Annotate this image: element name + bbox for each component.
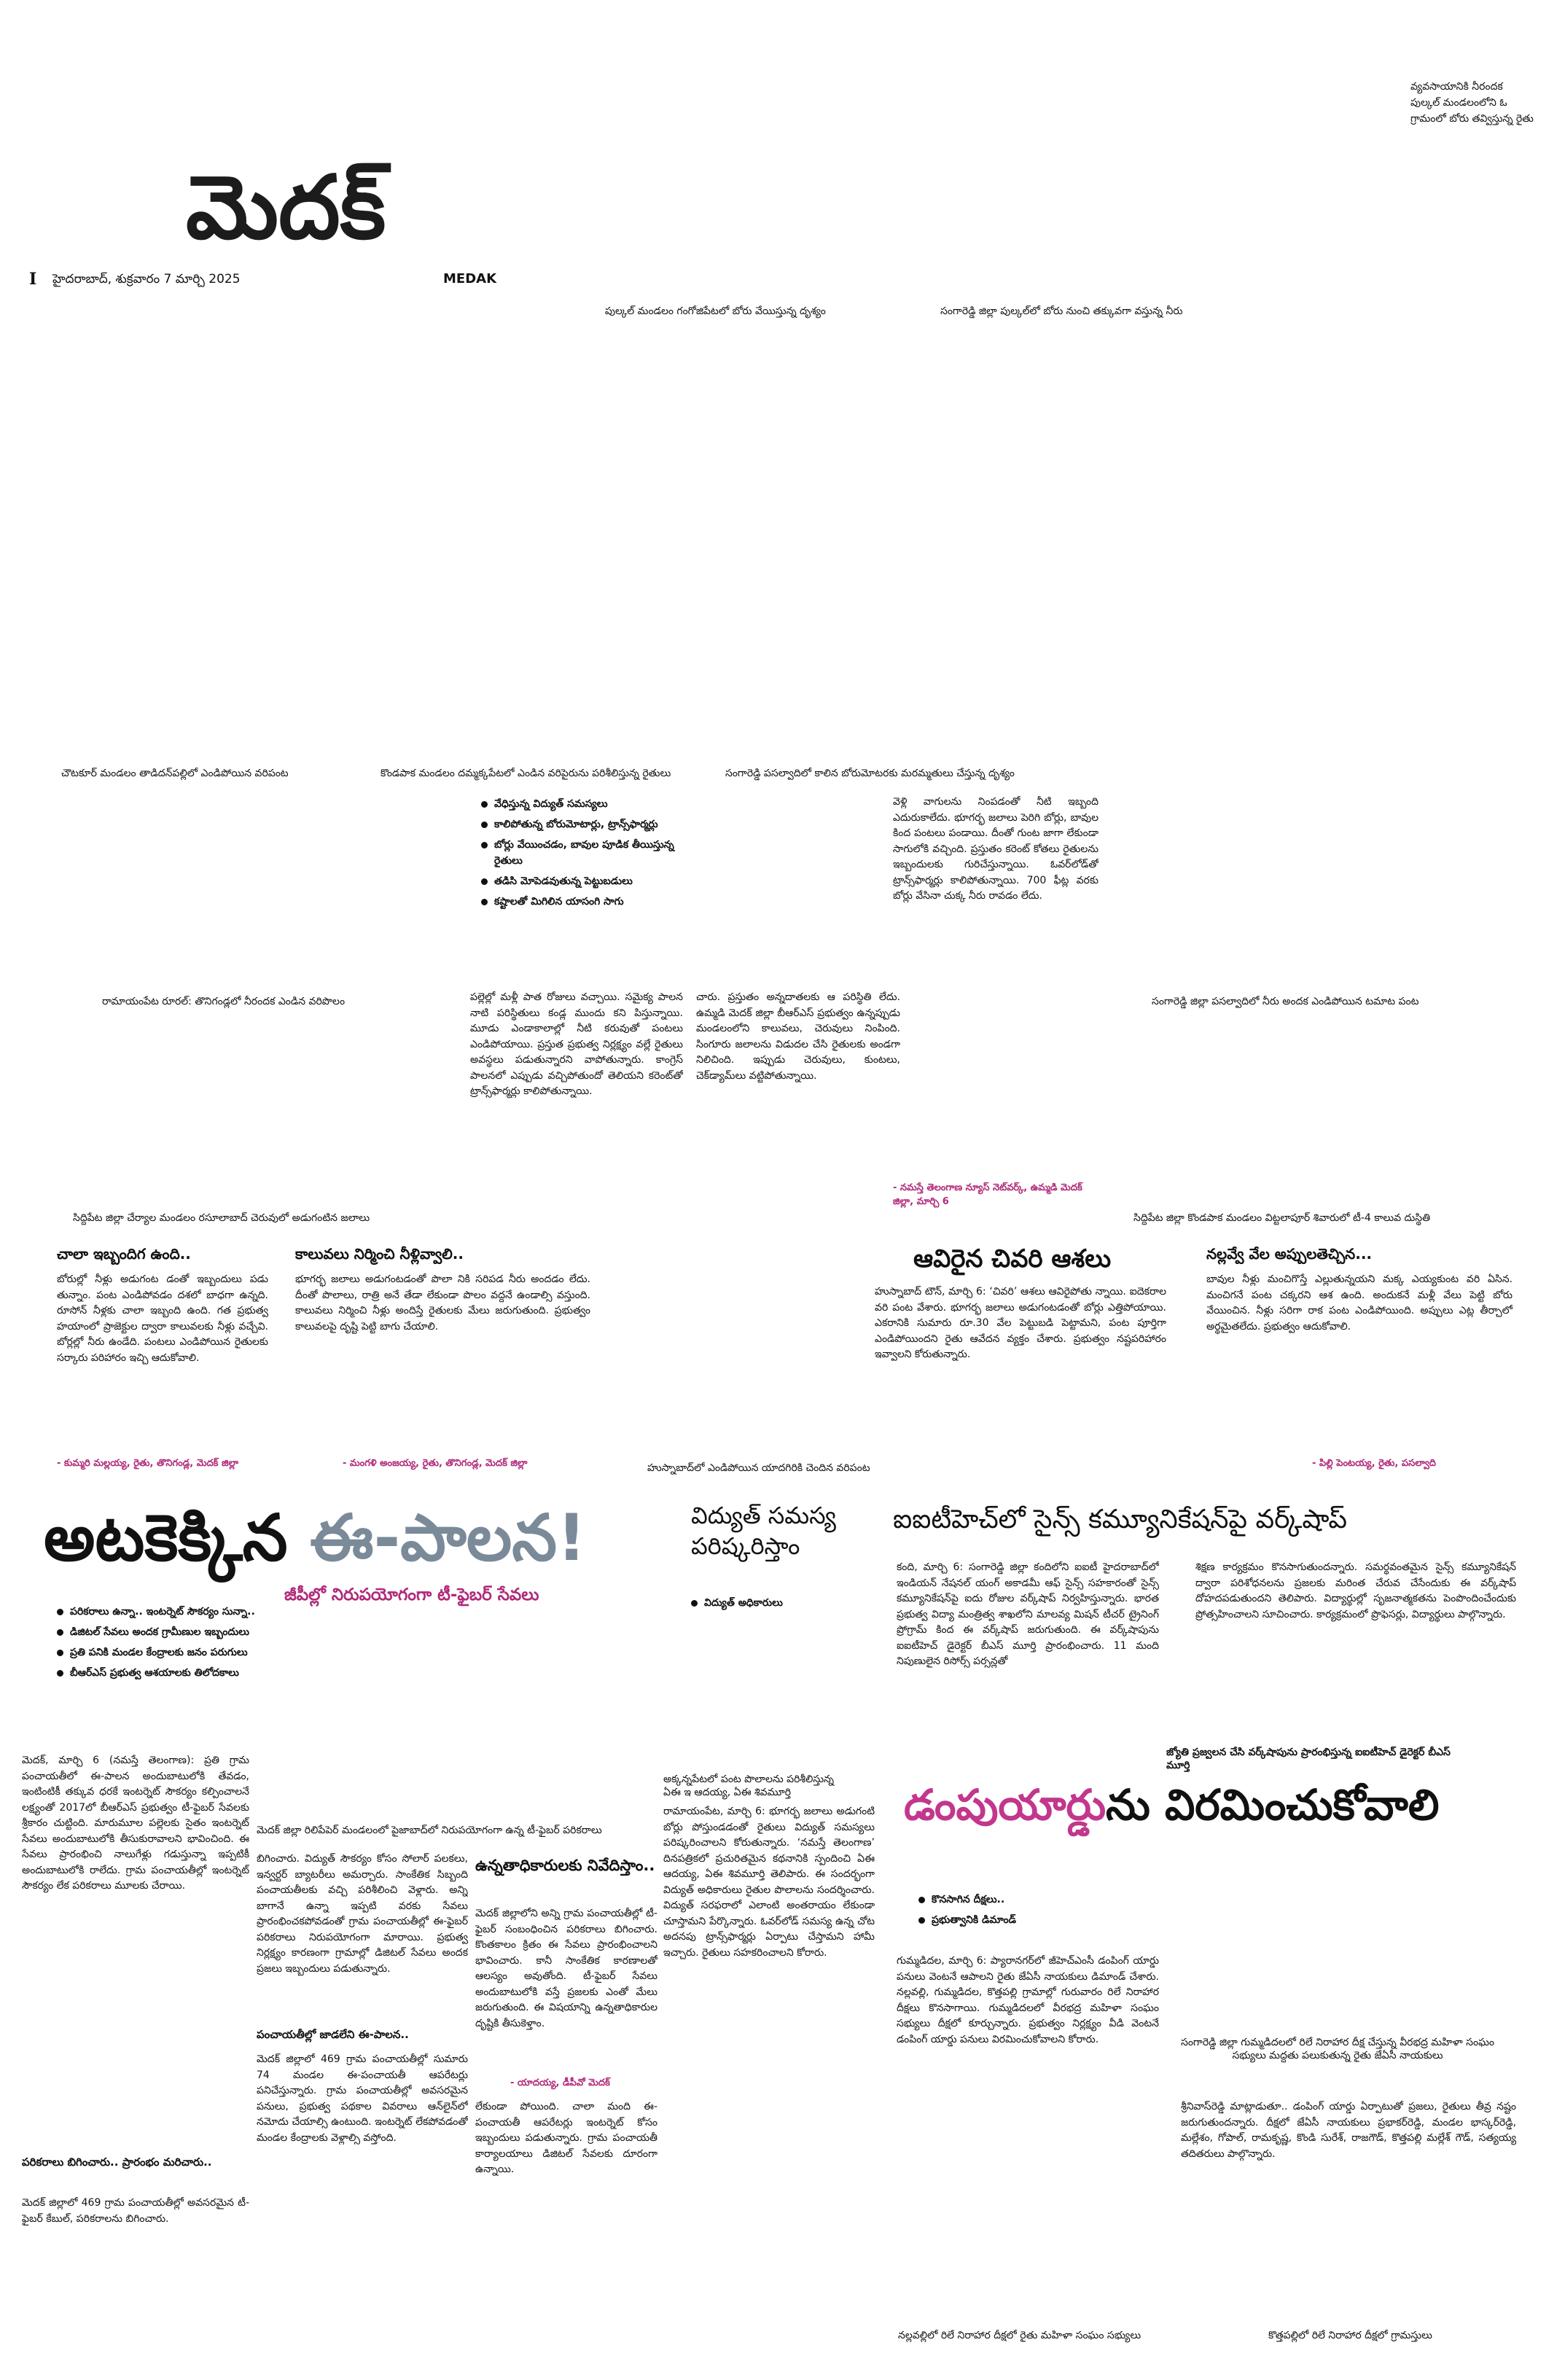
headline-part-gray: ఈ-పాలన! — [310, 1500, 587, 1575]
article-column: పల్లెల్లో మళ్లీ పాత రోజులు వచ్చాయి. సమైక… — [470, 991, 683, 1097]
tfiber-headline: అటకెక్కిన ఈ-పాలన! — [44, 1498, 586, 1578]
highlight-item: బోర్లు వేయించడం, బావుల పూడిక తీయిస్తున్న… — [481, 837, 692, 869]
highlight-item: డిజిటల్ సేవలు అందక గ్రామీణుల ఇబ్బందులు — [57, 1624, 268, 1640]
subhead: పంచాయతీల్లో జాడలేని ఈ-పాలన.. — [257, 2028, 409, 2041]
article-column: మెదక్ జిల్లాలో 469 గ్రామ పంచాయతీల్లో సుమ… — [257, 2053, 468, 2144]
article-credit: - నమస్తే తెలంగాణ న్యూస్ నెట్‌వర్క్, ఉమ్మ… — [893, 1182, 1082, 1207]
article-column: గుమ్మడిదల, మార్చి 6: ప్యారానగర్‌లో జీహెచ… — [897, 1955, 1159, 2045]
highlights-box: వేధిస్తున్న విద్యుత్ సమస్యలు కాలిపోతున్న… — [481, 796, 692, 914]
tfiber-highlights: పరికరాలు ఉన్నా.. ఇంటర్నెట్ సౌకర్యం సున్న… — [57, 1604, 268, 1685]
quote-body: బావుల నీళ్లు మంచిగొస్తే ఎల్లుతున్నయని మక… — [1206, 1273, 1513, 1333]
headline-part-black: ను విరమించుకోవాలి — [1106, 1780, 1440, 1830]
photo-caption: రామాయంపేట రూరల్: తొనిగండ్లలో నీరందక ఎండి… — [102, 996, 346, 1007]
headline-part-black: అటకెక్కిన — [44, 1500, 311, 1575]
highlight-item: బీఆర్‌ఎస్ ప్రభుత్వ ఆశయాలకు తిలోదకాలు — [57, 1665, 268, 1681]
article-column: బిగించారు. విద్యుత్ సౌకర్యం కోసం సోలార్ … — [257, 1853, 468, 1975]
highlights-box: విద్యుత్ అధికారులు — [691, 1595, 866, 1615]
article-credit: - యాదయ్య, డీపీవో మెదక్ — [510, 2077, 610, 2088]
article-column: మెదక్, మార్చి 6 (నమస్తే తెలంగాణ): ప్రతి … — [22, 1755, 249, 1892]
highlight-item: కష్టాలతో మిగిలిన యాసంగి సాగు — [481, 894, 692, 910]
highlight-item: కొనసాగిన దీక్షలు.. — [918, 1892, 1137, 1908]
photo-caption: సిద్దిపేట జిల్లా కొండపాక మండలం విట్టలాపూ… — [1133, 1212, 1431, 1224]
subhead: ఉన్నతాధికారులకు నివేదిస్తాం.. — [475, 1857, 655, 1874]
highlights-box: కొనసాగిన దీక్షలు.. ప్రభుత్వానికి డిమాండ్ — [918, 1892, 1137, 1932]
article-column: శ్రీనివాస్‌రెడ్డి మాట్లాడుతూ.. డంపింగ్ య… — [1181, 2101, 1516, 2160]
article-headline: విద్యుత్ సమస్య పరిష్కరిస్తాం — [691, 1502, 836, 1560]
quote-body: భూగర్భ జలాలు అడుగంటడంతో పొలా నికి సరిపడ … — [295, 1273, 590, 1333]
highlight-item: కాలిపోతున్న బోరుమోటార్లు, ట్రాన్స్‌ఫార్మ… — [481, 816, 692, 832]
article-column: మెదక్ జిల్లాలో 469 గ్రామ పంచాయతీల్లో అవస… — [22, 2197, 249, 2225]
section-label: MEDAK — [443, 271, 497, 286]
photo-caption: సంగారెడ్డి జిల్లా గుమ్మడిదలలో రిలే నిరాహ… — [1181, 2037, 1494, 2061]
photo-caption: హుస్నాబాద్‌లో ఎండిపోయిన యాదగిరికి చెందిన… — [647, 1462, 870, 1474]
photo-caption: సంగారెడ్డి జిల్లా పసల్వాదిలో నీరు అందక ఎ… — [1152, 996, 1419, 1007]
quote-body: బోరుల్లో నీళ్లు అడుగంట డంతో ఇబ్బందులు పడ… — [57, 1273, 268, 1364]
tfiber-subhead: జీపీల్లో నిరుపయోగంగా టీ-ఫైబర్ సేవలు — [284, 1585, 539, 1604]
photo-caption: సంగారెడ్డి పసల్వాదిలో కాలిన బోరుమోటరకు మ… — [725, 768, 1015, 779]
article-column: కంది, మార్చి 6: సంగారెడ్డి జిల్లా కందిలో… — [897, 1561, 1159, 1667]
masthead-title: మెదక్ — [186, 156, 386, 259]
quote-title: కాలువలు నిర్మించి నీళ్లివ్వాలి.. — [295, 1245, 464, 1263]
promo-caption: వ్యవసాయానికి నీరందక పుల్కల్ మండలంలోని ఓ … — [1410, 81, 1534, 125]
quote-body: హుస్నాబాద్ టౌన్, మార్చి 6: ‘చివరి’ ఆశలు … — [875, 1286, 1166, 1360]
quote-credit: - మంగళి అంజయ్య, రైతు, తొనిగండ్ల, మెదక్ జ… — [343, 1458, 528, 1469]
article-column: లేకుండా పోయింది. చాలా మంది ఈ-పంచాయతీ ఆపర… — [475, 2101, 657, 2175]
photo-caption: కొండపాక మండలం దమ్మక్కపేటలో ఎండిన వరిపైరు… — [381, 768, 671, 779]
page-marker: I — [29, 270, 37, 289]
photo-caption: నల్లవల్లిలో రిలే నిరాహార దీక్షలో రైతు మహ… — [898, 2330, 1142, 2341]
highlight-item: విద్యుత్ అధికారులు — [691, 1595, 866, 1611]
photo-caption: పుల్కల్ మండలం గంగోజిపేటలో బోరు వేయిస్తున… — [605, 305, 826, 317]
highlight-item: ప్రతి పనికి మండల కేంద్రాలకు జనం పరుగులు — [57, 1644, 268, 1661]
photo-caption: మెదక్ జిల్లా రిలిపేపెర్ మండలంలో పైజాబాద్… — [257, 1825, 602, 1836]
quote-title: చాలా ఇబ్బందిగ ఉంది.. — [57, 1245, 191, 1263]
article-column: శిక్షణ కార్యక్రమం కొనసాగుతుందన్నారు. సమర… — [1195, 1561, 1516, 1620]
quote-title: నల్లవ్వే వేల అప్పులతెచ్చిన... — [1206, 1245, 1373, 1263]
article-column: మెదక్ జిల్లాలోని అన్ని గ్రామ పంచాయతీల్లో… — [475, 1908, 657, 2029]
subhead: పరికరాలు బిగించారు.. ప్రారంభం మరిచారు.. — [22, 2155, 212, 2169]
quote-title: ఆవిరైన చివరి ఆశలు — [913, 1244, 1112, 1273]
photo-caption: సిద్దిపేట జిల్లా చేర్యాల మండలం రసూలాబాద్… — [73, 1212, 370, 1224]
photo-caption: జ్యోతి ప్రజ్వలన చేసి వర్క్‌షాపును ప్రారం… — [1166, 1747, 1451, 1771]
article-column: చారు. ప్రస్తుతం అన్నదాతలకు ఆ పరిస్థితి ల… — [696, 991, 900, 1082]
highlight-item: వేధిస్తున్న విద్యుత్ సమస్యలు — [481, 796, 692, 812]
article-column: వెళ్లి వాగులను నింపడంతో నీటి ఇబ్బంది ఎదు… — [893, 796, 1099, 902]
quote-credit: - కుమ్మరి మల్లయ్య, రైతు, తొనిగండ్ల, మెదక… — [57, 1458, 239, 1469]
quote-credit: - పిల్లి పెంటయ్య, రైతు, పసల్వాది — [1312, 1458, 1436, 1469]
highlight-item: తడిసి మోపెడవుతున్న పెట్టుబడులు — [481, 873, 692, 889]
photo-caption: చౌటకూర్ మండలం తాడిదన్‌పల్లిలో ఎండిపోయిన … — [61, 768, 289, 779]
headline-part-pink: డంపుయార్డు — [904, 1780, 1107, 1830]
dateline: హైదరాబాద్, శుక్రవారం 7 మార్చి 2025 — [52, 272, 241, 286]
photo-caption: కొత్తపల్లిలో రిలే నిరాహార దీక్షలో గ్రామస… — [1268, 2330, 1432, 2341]
article-headline: డంపుయార్డును విరమించుకోవాలి — [904, 1779, 1439, 1831]
photo-caption: సంగారెడ్డి జిల్లా పుల్కల్‌లో బోరు నుంచి … — [940, 305, 1183, 317]
highlight-item: ప్రభుత్వానికి డిమాండ్ — [918, 1912, 1137, 1928]
photo-caption: అక్కన్నపేటలో పంట పొలాలను పరిశీలిస్తున్న … — [663, 1774, 835, 1798]
highlight-item: పరికరాలు ఉన్నా.. ఇంటర్నెట్ సౌకర్యం సున్న… — [57, 1604, 268, 1620]
article-headline: ఐఐటీహెచ్‌లో సైన్స్ కమ్యూనికేషన్‌పై వర్క్… — [893, 1505, 1347, 1534]
article-column: రామాయంపేట, మార్చి 6: భూగర్భ జలాలు అడుగంట… — [663, 1806, 875, 1959]
